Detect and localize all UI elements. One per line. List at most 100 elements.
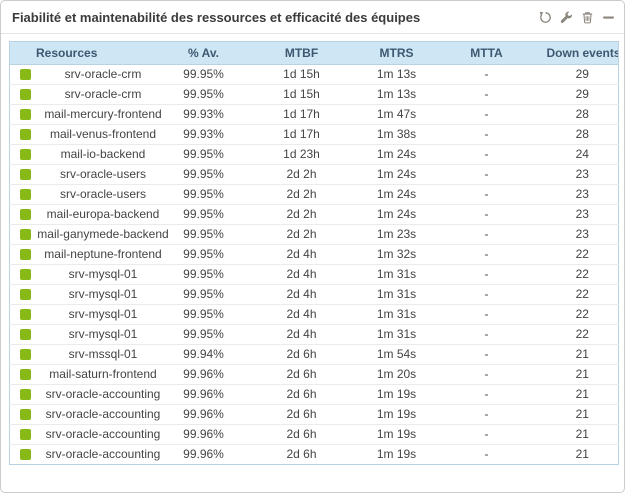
table-row: srv-oracle-users 99.95% 2d 2h 1m 24s - 2… (9, 184, 619, 205)
column-header-resources[interactable]: Resources (9, 41, 171, 65)
status-ok-icon (20, 389, 32, 401)
down-events-cell: 23 (546, 184, 619, 205)
availability-cell: 99.95% (170, 304, 237, 325)
availability-cell: 99.93% (170, 104, 237, 125)
table-row: srv-oracle-crm 99.95% 1d 15h 1m 13s - 29 (9, 84, 619, 105)
mtbf-cell: 2d 4h (236, 324, 367, 345)
resource-cell: mail-venus-frontend (35, 124, 171, 145)
availability-cell: 99.96% (170, 444, 237, 465)
column-header-mtbf[interactable]: MTBF (236, 41, 367, 65)
mtrs-cell: 1m 24s (366, 144, 427, 165)
table-row: srv-mysql-01 99.95% 2d 4h 1m 31s - 22 (9, 264, 619, 285)
mtrs-cell: 1m 47s (366, 104, 427, 125)
resource-cell: srv-mysql-01 (35, 324, 171, 345)
availability-cell: 99.95% (170, 244, 237, 265)
mtrs-cell: 1m 24s (366, 184, 427, 205)
resource-cell: srv-mssql-01 (35, 344, 171, 365)
mtrs-cell: 1m 20s (366, 364, 427, 385)
wrench-icon (560, 11, 572, 23)
mtta-cell: - (426, 104, 547, 125)
status-ok-icon (20, 449, 32, 461)
status-ok-icon (20, 429, 32, 441)
table-row: mail-europa-backend 99.95% 2d 2h 1m 24s … (9, 204, 619, 225)
table-row: srv-oracle-accounting 99.96% 2d 6h 1m 19… (9, 424, 619, 445)
mtrs-cell: 1m 31s (366, 304, 427, 325)
status-cell (9, 224, 36, 245)
mtrs-cell: 1m 24s (366, 204, 427, 225)
down-events-cell: 23 (546, 164, 619, 185)
mtbf-cell: 2d 2h (236, 184, 367, 205)
status-cell (9, 364, 36, 385)
table-row: mail-venus-frontend 99.93% 1d 17h 1m 38s… (9, 124, 619, 145)
mtbf-cell: 2d 6h (236, 404, 367, 425)
mtrs-cell: 1m 19s (366, 384, 427, 405)
mtta-cell: - (426, 264, 547, 285)
mtbf-cell: 1d 15h (236, 84, 367, 105)
status-ok-icon (20, 169, 32, 181)
resource-cell: srv-oracle-users (35, 184, 171, 205)
mtta-cell: - (426, 84, 547, 105)
mtrs-cell: 1m 31s (366, 264, 427, 285)
availability-cell: 99.93% (170, 124, 237, 145)
resources-table: Resources % Av. MTBF MTRS MTTA Down even… (9, 41, 619, 465)
status-ok-icon (20, 129, 32, 141)
mtbf-cell: 2d 2h (236, 224, 367, 245)
table-row: mail-mercury-frontend 99.93% 1d 17h 1m 4… (9, 104, 619, 125)
table-row: srv-oracle-accounting 99.96% 2d 6h 1m 19… (9, 404, 619, 425)
status-cell (9, 204, 36, 225)
column-header-down-events[interactable]: Down events (546, 41, 619, 65)
column-header-mtrs[interactable]: MTRS (366, 41, 427, 65)
trash-icon (582, 11, 593, 23)
table-row: srv-mysql-01 99.95% 2d 4h 1m 31s - 22 (9, 324, 619, 345)
status-ok-icon (20, 269, 32, 281)
status-cell (9, 184, 36, 205)
mtrs-cell: 1m 13s (366, 84, 427, 105)
resource-cell: srv-oracle-users (35, 164, 171, 185)
mtrs-cell: 1m 19s (366, 424, 427, 445)
resource-cell: mail-ganymede-backend (35, 224, 171, 245)
mtbf-cell: 2d 6h (236, 384, 367, 405)
collapse-button[interactable] (601, 10, 616, 25)
down-events-cell: 23 (546, 224, 619, 245)
availability-cell: 99.95% (170, 164, 237, 185)
mtbf-cell: 2d 2h (236, 164, 367, 185)
down-events-cell: 29 (546, 84, 619, 105)
resource-cell: srv-oracle-accounting (35, 444, 171, 465)
mtta-cell: - (426, 304, 547, 325)
widget-title: Fiabilité et maintenabilité des ressourc… (12, 9, 421, 25)
status-ok-icon (20, 69, 32, 81)
resource-cell: mail-saturn-frontend (35, 364, 171, 385)
down-events-cell: 21 (546, 344, 619, 365)
availability-cell: 99.95% (170, 204, 237, 225)
status-cell (9, 344, 36, 365)
configure-button[interactable] (559, 10, 574, 25)
mtta-cell: - (426, 404, 547, 425)
mtta-cell: - (426, 184, 547, 205)
mtrs-cell: 1m 38s (366, 124, 427, 145)
refresh-button[interactable] (538, 10, 553, 25)
down-events-cell: 24 (546, 144, 619, 165)
delete-button[interactable] (580, 10, 595, 25)
resource-cell: srv-oracle-accounting (35, 424, 171, 445)
resource-cell: srv-oracle-crm (64, 67, 142, 81)
mtbf-cell: 1d 17h (236, 104, 367, 125)
mtrs-cell: 1m 32s (366, 244, 427, 265)
mtbf-cell: 2d 6h (236, 344, 367, 365)
mtta-cell: - (426, 384, 547, 405)
mtbf-cell: 2d 6h (236, 444, 367, 465)
mtta-cell: - (426, 164, 547, 185)
column-header-availability[interactable]: % Av. (170, 41, 237, 65)
availability-cell: 99.96% (170, 384, 237, 405)
availability-cell: 99.95% (170, 324, 237, 345)
status-cell (9, 404, 36, 425)
mtta-cell: - (426, 424, 547, 445)
mtbf-cell: 1d 23h (236, 144, 367, 165)
table-row: mail-ganymede-backend 99.95% 2d 2h 1m 23… (9, 224, 619, 245)
mtta-cell: - (426, 204, 547, 225)
mtrs-cell: 1m 23s (366, 224, 427, 245)
down-events-cell: 22 (546, 324, 619, 345)
column-header-mtta[interactable]: MTTA (426, 41, 547, 65)
table-row: srv-mysql-01 99.95% 2d 4h 1m 31s - 22 (9, 284, 619, 305)
mtrs-cell: 1m 31s (366, 324, 427, 345)
